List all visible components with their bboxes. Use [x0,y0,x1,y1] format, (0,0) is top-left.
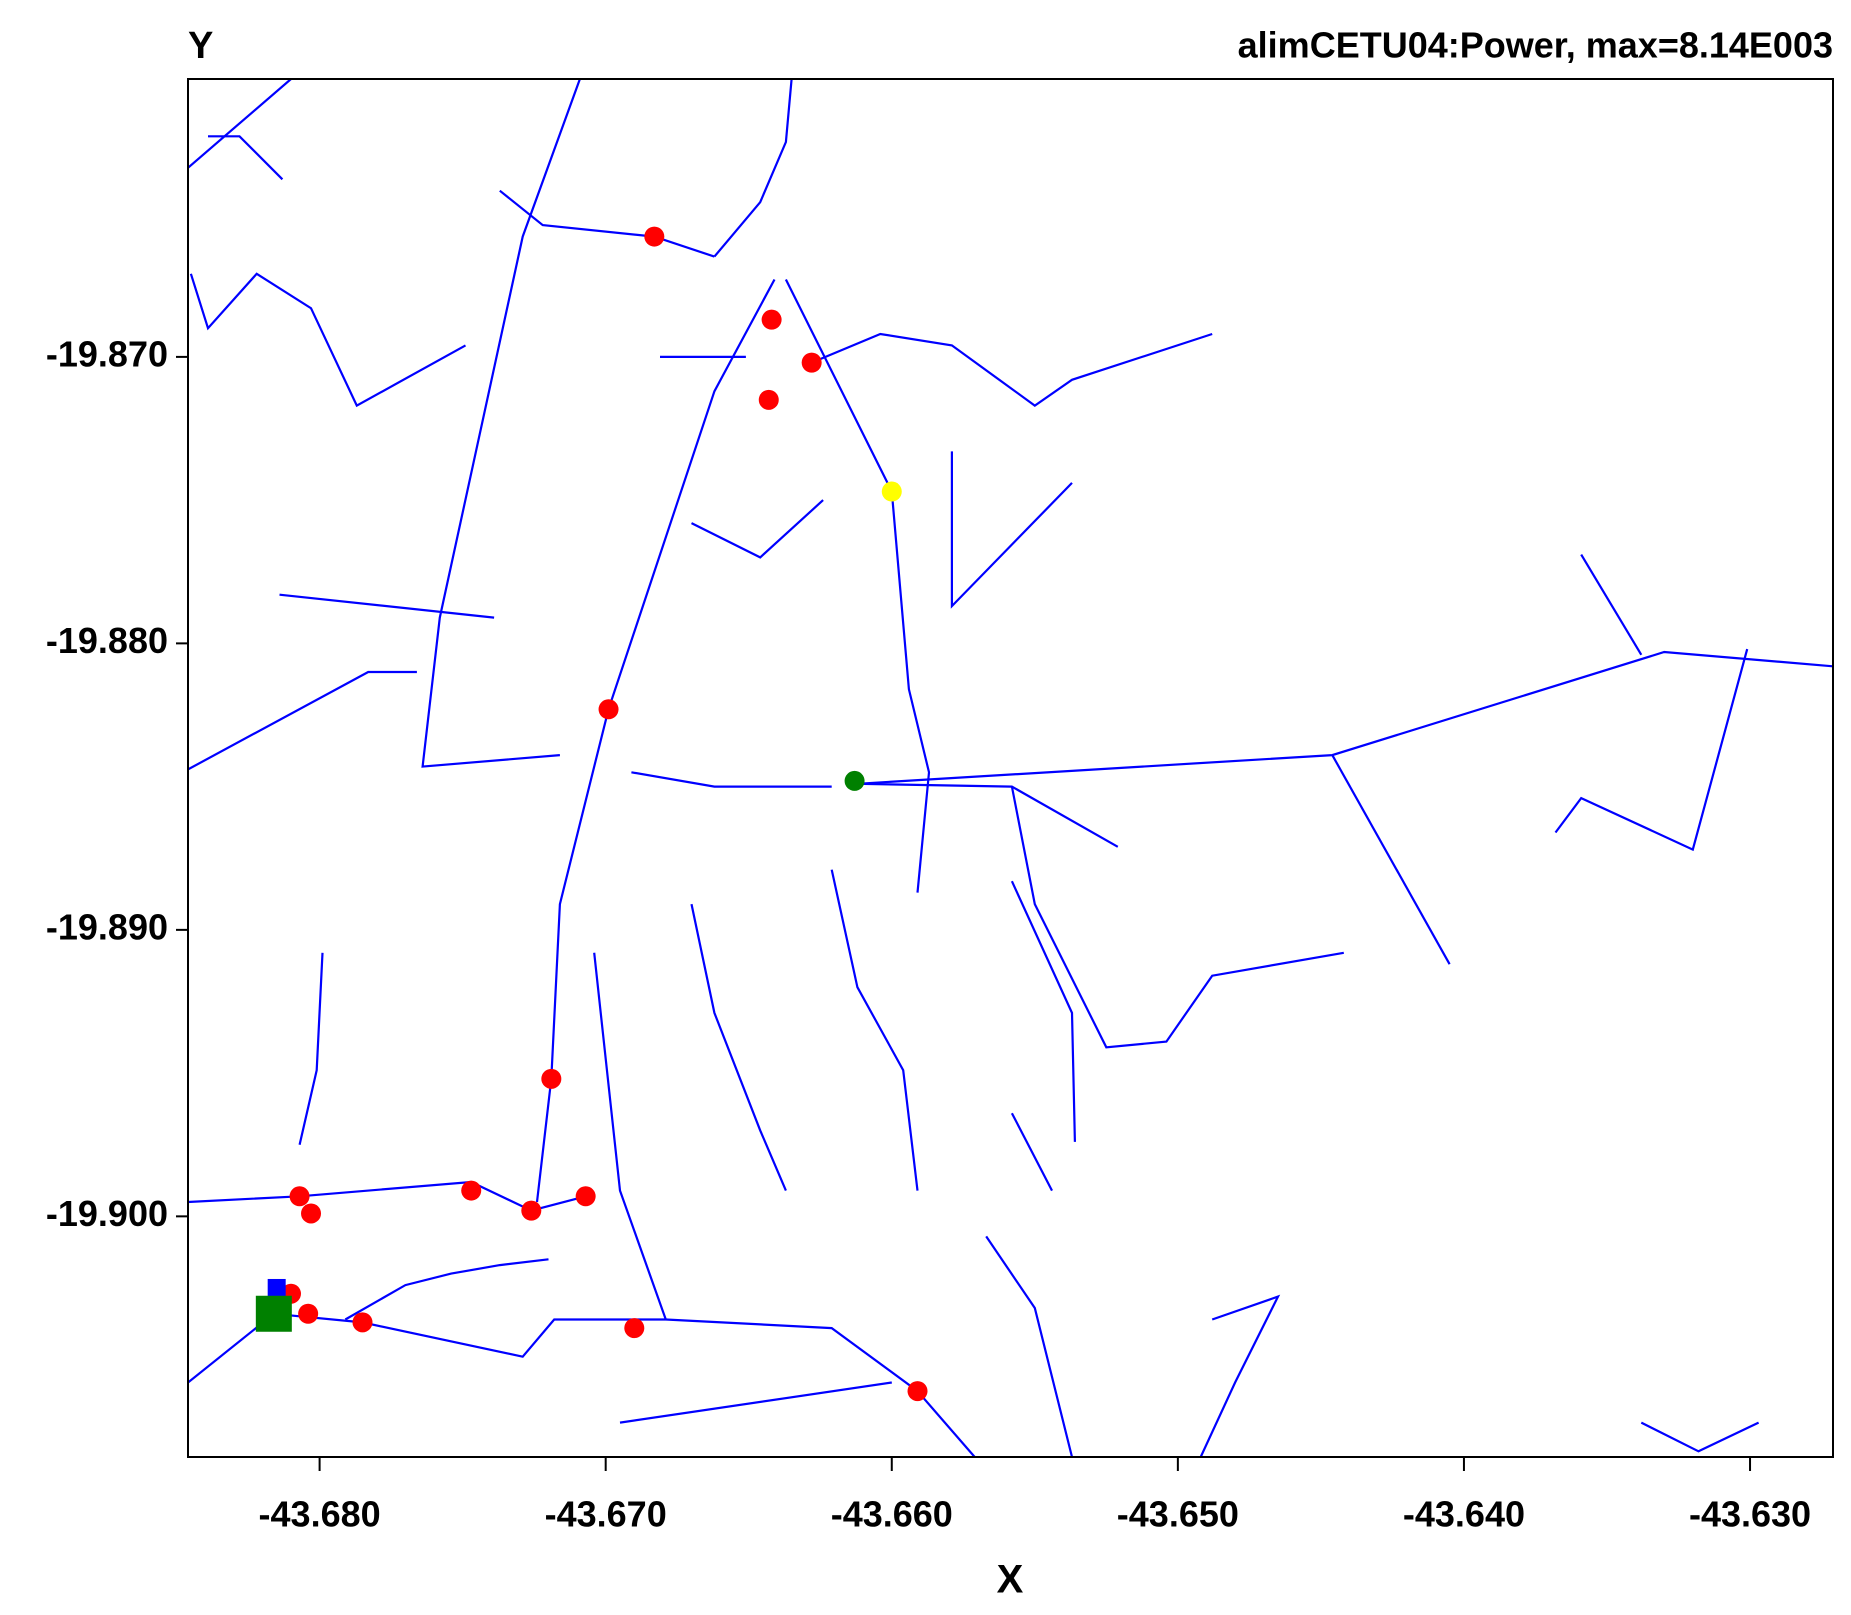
network-line [1580,554,1643,656]
marker [298,1303,319,1324]
x-tick-label: -43.650 [1117,1494,1239,1535]
marker [541,1068,562,1089]
marker [598,699,619,720]
plot-frame [187,78,1834,1458]
x-axis-label: X [997,1558,1024,1602]
network-line [535,278,776,1203]
x-tick-label: -43.670 [545,1494,667,1535]
x-tick-label: -43.660 [831,1494,953,1535]
marker [267,1278,286,1297]
network-line [784,279,931,893]
y-tick-label: -19.880 [46,620,168,661]
marker [761,309,782,330]
marker [352,1312,373,1333]
network-line [985,1235,1074,1457]
network-line [273,1312,976,1457]
network-line [421,79,581,768]
marker [255,1295,292,1332]
network-line [857,782,1119,848]
marker [801,352,822,373]
marker [907,1381,928,1402]
network-line [1640,1421,1760,1453]
network-line [811,332,1213,407]
marker [644,226,665,247]
network-line [1010,1112,1053,1192]
marker [844,770,865,791]
marker [758,389,779,410]
y-tick-label: -19.890 [46,906,168,947]
network-line [188,670,417,771]
network-line [593,952,667,1320]
marker [881,481,902,502]
marker [289,1186,310,1207]
marker [521,1200,542,1221]
y-axis-label: Y [188,25,213,67]
marker [575,1186,596,1207]
network-line [298,952,324,1145]
network-line [690,903,787,1192]
network-line [857,650,1833,785]
network-line [1010,880,1076,1142]
network-line [1554,648,1749,852]
network-line [208,135,284,181]
network-line [830,869,919,1191]
marker [624,1318,645,1339]
network-line [189,272,467,408]
x-tick-label: -43.680 [259,1494,381,1535]
marker [301,1203,322,1224]
network-line [631,771,832,788]
x-tick-label: -43.640 [1403,1494,1525,1535]
network-line [1199,1294,1281,1457]
network-line [950,451,1073,609]
network-line [1331,754,1451,965]
y-tick-label: -19.900 [46,1193,168,1234]
network-line [691,499,824,559]
network-line [1010,786,1344,1049]
plot-area [188,79,1833,1457]
network-line [279,593,495,619]
network-line [619,1381,892,1424]
marker [461,1180,482,1201]
network-line [499,189,715,258]
network-line [713,79,793,258]
y-tick-label: -19.870 [46,333,168,374]
network-line [188,79,292,169]
network-line [344,1258,549,1321]
x-tick-label: -43.630 [1689,1494,1811,1535]
chart-title: alimCETU04:Power, max=8.14E003 [1238,25,1833,66]
